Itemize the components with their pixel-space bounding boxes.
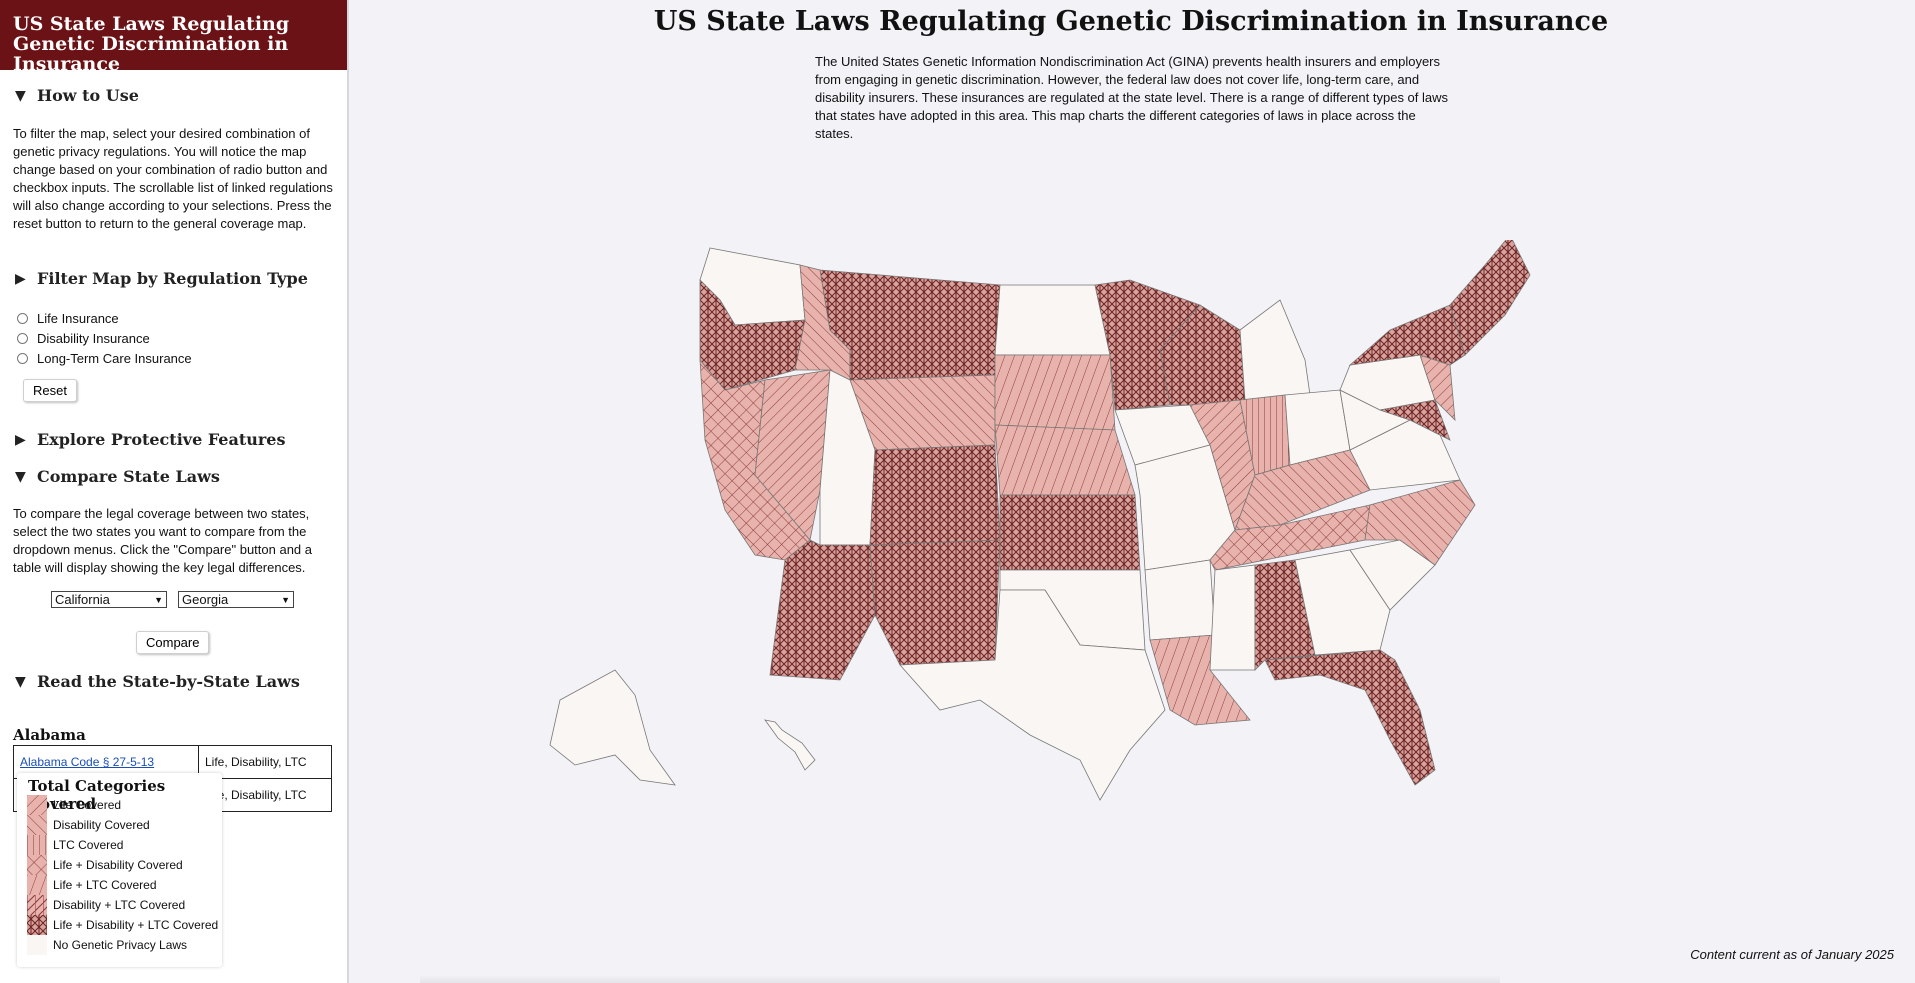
coverage-cell: Life, Disability, LTC [198,745,332,779]
law-link[interactable]: Alabama Code § 27-5-13 [20,755,155,769]
state-alaska [549,669,676,786]
legend-item: LTC Covered [27,835,123,855]
legend-label: Life + Disability + LTC Covered [53,918,219,932]
legend-item: Life + LTC Covered [27,875,157,895]
laws-heading: Read the State-by-State Laws [37,672,300,691]
state-b-select[interactable]: Georgia ▼ [178,591,294,608]
legend-label: Disability Covered [53,818,150,832]
legend-label: No Genetic Privacy Laws [53,938,188,952]
filter-toggle[interactable]: ▶ Filter Map by Regulation Type [15,269,308,288]
state-florida [1264,649,1436,786]
radio-button[interactable] [17,353,28,364]
legend-swatch [27,875,47,895]
compare-toggle[interactable]: ▼ Compare State Laws [15,467,220,486]
chevron-down-icon: ▼ [281,594,290,605]
state-a-value: California [55,592,110,607]
intro-text: The United States Genetic Information No… [815,54,1449,141]
legend-swatch [27,815,47,835]
radio-ltc[interactable]: Long-Term Care Insurance [17,351,192,366]
legend-item: Life + Disability Covered [27,855,183,875]
state-kansas [999,494,1141,571]
legend-label: Disability + LTC Covered [53,898,186,912]
legend-item: Life Covered [27,795,121,815]
legend-label: LTC Covered [53,838,124,852]
state-a-select[interactable]: California ▼ [51,591,167,608]
compare-text: To compare the legal coverage between tw… [13,506,313,575]
state-georgia [1294,549,1391,656]
state-south-dakota [994,354,1116,431]
legend-swatch [27,855,47,875]
state-b-value: Georgia [182,592,229,607]
legend-label: Life Covered [53,798,122,812]
state-nebraska [994,424,1136,496]
state-texas [899,589,1166,801]
legend-label: Life + Disability Covered [53,858,183,872]
radio-life[interactable]: Life Insurance [17,311,119,326]
state-mississippi [1209,564,1256,671]
state-nevada [754,369,831,541]
sidebar: US State Laws Regulating Genetic Discrim… [0,0,349,983]
state-north-carolina [1364,479,1476,566]
triangle-down-icon: ▼ [15,87,26,104]
radio-label: Long-Term Care Insurance [37,351,192,366]
legend-item: Disability Covered [27,815,150,835]
protective-toggle[interactable]: ▶ Explore Protective Features [15,430,285,449]
chevron-down-icon: ▼ [154,594,163,605]
legend-item: Disability + LTC Covered [27,895,185,915]
sidebar-title: US State Laws Regulating Genetic Discrim… [0,0,347,74]
state-new-england [1449,240,1531,356]
radio-button[interactable] [17,313,28,324]
triangle-down-icon: ▼ [15,468,26,485]
laws-toggle[interactable]: ▼ Read the State-by-State Laws [15,672,300,691]
scroll-shadow [420,975,1500,983]
state-wyoming [849,374,996,451]
triangle-right-icon: ▶ [15,431,26,448]
triangle-right-icon: ▶ [15,270,26,287]
compare-heading: Compare State Laws [37,467,220,486]
legend-swatch [27,935,47,955]
state-arizona [769,539,876,681]
radio-label: Life Insurance [37,311,119,326]
map-legend: Total Categories Covered Life Covered Dis… [17,773,222,967]
reset-button[interactable]: Reset [23,379,77,402]
how-to-use-heading: How to Use [37,86,139,105]
state-north-dakota [994,284,1111,356]
legend-swatch [27,835,47,855]
state-new-york [1348,304,1466,366]
compare-button[interactable]: Compare [136,631,210,654]
state-colorado [869,444,1001,546]
legend-swatch [27,895,47,915]
protective-heading: Explore Protective Features [37,430,286,449]
legend-swatch [27,915,47,935]
filter-heading: Filter Map by Regulation Type [37,269,308,288]
state-hawaii [764,719,816,771]
page-title: US State Laws Regulating Genetic Discrim… [653,6,1609,37]
state-maryland [1379,399,1451,441]
legend-label: Life + LTC Covered [53,878,157,892]
state-arkansas [1144,559,1216,641]
legend-item: Life + Disability + LTC Covered [27,915,218,935]
how-to-use-toggle[interactable]: ▼ How to Use [15,86,139,105]
laws-state-name: Alabama [13,726,86,744]
radio-label: Disability Insurance [37,331,150,346]
legend-swatch [27,795,47,815]
radio-disability[interactable]: Disability Insurance [17,331,150,346]
triangle-down-icon: ▼ [15,673,26,690]
legend-item: No Genetic Privacy Laws [27,935,187,955]
state-michigan [1239,299,1311,401]
content-date-note: Content current as of January 2025 [1690,947,1894,962]
state-new-mexico [869,539,1001,666]
radio-button[interactable] [17,333,28,344]
how-to-use-text: To filter the map, select your desired c… [13,126,333,231]
us-map[interactable] [520,240,1660,920]
